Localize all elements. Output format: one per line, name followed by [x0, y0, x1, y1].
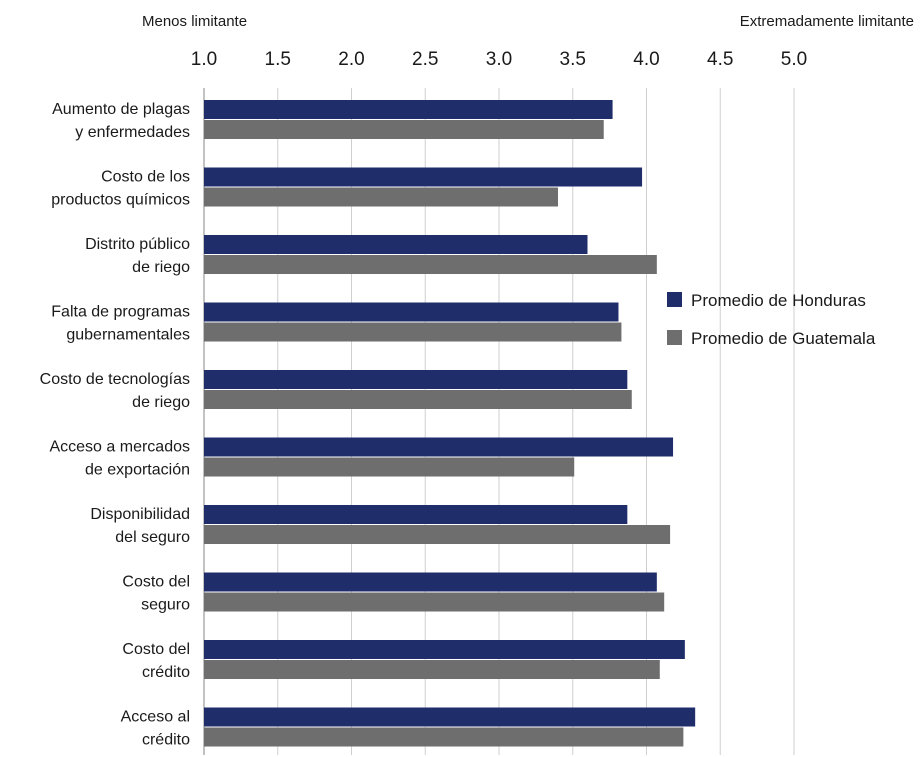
- x-tick-label: 4.0: [633, 49, 659, 70]
- bar-guatemala: [204, 525, 671, 544]
- legend-swatch: [667, 292, 682, 307]
- x-tick-label: 2.0: [338, 49, 364, 70]
- x-tick-labels: 1.0 1.5 2.0 2.5 3.0 3.5 4.0 4.5 5.0: [191, 49, 807, 70]
- category-label: Disponibilidad del seguro: [90, 506, 190, 546]
- bar-guatemala: [204, 660, 660, 679]
- x-tick-label: 1.0: [191, 49, 217, 70]
- legend-label: Promedio de Honduras: [691, 291, 866, 310]
- bar-honduras: [204, 235, 588, 254]
- category-label: Costo de los productos químicos: [51, 169, 190, 209]
- category-label: Costo del crédito: [122, 641, 190, 681]
- top-left-label: Menos limitante: [142, 13, 247, 30]
- category-labels: Aumento de plagas y enfermedades Costo de …: [40, 101, 190, 749]
- x-tick-label: 2.5: [412, 49, 438, 70]
- bar-honduras: [204, 100, 613, 119]
- x-tick-label: 3.0: [486, 49, 512, 70]
- bar-guatemala: [204, 120, 604, 139]
- x-tick-label: 1.5: [265, 49, 291, 70]
- category-label: Acceso a mercados de exportación: [49, 439, 190, 479]
- bars: [204, 100, 696, 747]
- legend-swatch: [667, 330, 682, 345]
- category-label: Costo del seguro: [122, 574, 190, 614]
- x-tick-label: 3.5: [560, 49, 586, 70]
- bar-honduras: [204, 572, 657, 592]
- bar-guatemala: [204, 322, 622, 342]
- bar-guatemala: [204, 187, 558, 207]
- x-tick-label: 4.5: [707, 49, 733, 70]
- bar-guatemala: [204, 255, 657, 274]
- legend: Promedio de Honduras Promedio de Guatemal…: [667, 291, 876, 348]
- top-right-label: Extremadamente limitante: [740, 13, 914, 30]
- bar-honduras: [204, 302, 619, 322]
- bar-honduras: [204, 505, 628, 524]
- category-label: Aumento de plagas y enfermedades: [52, 101, 190, 141]
- bar-guatemala: [204, 390, 632, 409]
- bar-guatemala: [204, 727, 684, 747]
- bar-honduras: [204, 437, 674, 457]
- category-label: Acceso al crédito: [121, 709, 190, 749]
- category-label: Falta de programas gubernamentales: [51, 304, 190, 344]
- bar-honduras: [204, 640, 685, 659]
- legend-label: Promedio de Guatemala: [691, 329, 876, 348]
- bar-guatemala: [204, 592, 665, 612]
- bar-honduras: [204, 370, 628, 389]
- category-label: Costo de tecnologías de riego: [40, 371, 190, 411]
- bar-honduras: [204, 167, 643, 187]
- bar-guatemala: [204, 457, 575, 477]
- bar-honduras: [204, 707, 696, 727]
- x-tick-label: 5.0: [781, 49, 807, 70]
- category-label: Distrito público de riego: [85, 236, 190, 276]
